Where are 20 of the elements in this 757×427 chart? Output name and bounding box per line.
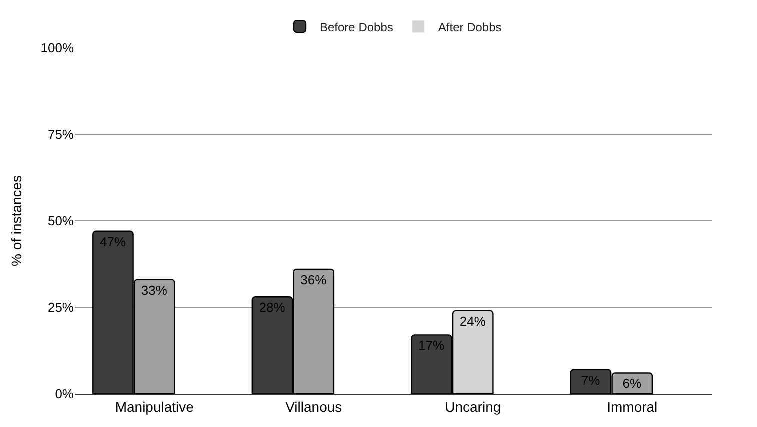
x-tick-label: Immoral — [607, 398, 658, 415]
data-label: 6% — [622, 376, 642, 392]
data-label: 28% — [259, 300, 286, 316]
data-label: 24% — [460, 314, 486, 329]
y-axis-title: % of instances — [8, 175, 24, 267]
data-label: 17% — [418, 338, 445, 354]
x-tick-label: Villanous — [286, 398, 342, 415]
data-label: 33% — [141, 282, 168, 298]
data-label: 7% — [581, 372, 601, 388]
y-tick-label: 0% — [55, 386, 74, 402]
y-tick-label: 75% — [48, 127, 74, 142]
x-tick-label: Uncaring — [445, 398, 502, 415]
y-tick-label: 25% — [48, 300, 74, 316]
legend-label: After Dobbs — [438, 20, 502, 34]
y-tick-label: 50% — [48, 214, 74, 229]
data-label: 47% — [100, 234, 126, 250]
data-label: 36% — [300, 272, 328, 288]
legend-label: Before Dobbs — [320, 20, 394, 34]
x-tick-label: Manipulative — [115, 398, 194, 415]
y-tick-label: 100% — [40, 40, 74, 56]
